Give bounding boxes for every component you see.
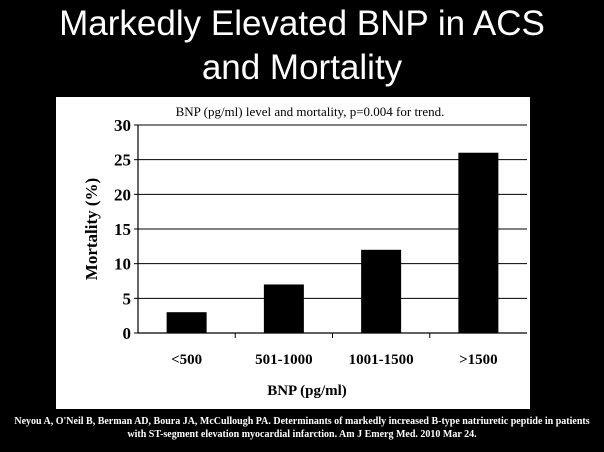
y-tick-label: 0 bbox=[123, 324, 132, 343]
citation-line-2: with ST-segment elevation myocardial inf… bbox=[127, 429, 477, 440]
slide-title-line-1: Markedly Elevated BNP in ACS bbox=[59, 4, 545, 43]
citation-line-1: Neyou A, O'Neil B, Berman AD, Boura JA, … bbox=[14, 416, 590, 427]
x-tick-label: 1001-1500 bbox=[349, 352, 414, 368]
slide-title-line-2: and Mortality bbox=[201, 48, 403, 87]
y-tick-label: 30 bbox=[114, 116, 131, 135]
bar->1500 bbox=[458, 152, 499, 333]
chart-title: BNP (pg/ml) level and mortality, p=0.004… bbox=[176, 104, 445, 119]
citation: Neyou A, O'Neil B, Berman AD, Boura JA, … bbox=[0, 415, 604, 441]
bar-1001-1500 bbox=[361, 249, 402, 333]
chart-panel bbox=[56, 97, 530, 409]
y-axis-label: Mortality (%) bbox=[82, 178, 101, 280]
x-tick-label: <500 bbox=[171, 352, 202, 368]
y-tick-label: 5 bbox=[123, 289, 132, 308]
slide-title: Markedly Elevated BNP in ACS and Mortali… bbox=[0, 2, 604, 90]
x-tick-label: >1500 bbox=[459, 352, 498, 368]
y-tick-label: 15 bbox=[114, 220, 131, 239]
x-axis-label: BNP (pg/ml) bbox=[267, 383, 347, 399]
x-tick-label: 501-1000 bbox=[255, 352, 313, 368]
y-tick-label: 10 bbox=[114, 255, 131, 274]
y-tick-label: 25 bbox=[114, 151, 131, 170]
y-tick-label: 20 bbox=[114, 185, 131, 204]
bar-501-1000 bbox=[263, 284, 304, 333]
bar-<500 bbox=[166, 312, 207, 333]
